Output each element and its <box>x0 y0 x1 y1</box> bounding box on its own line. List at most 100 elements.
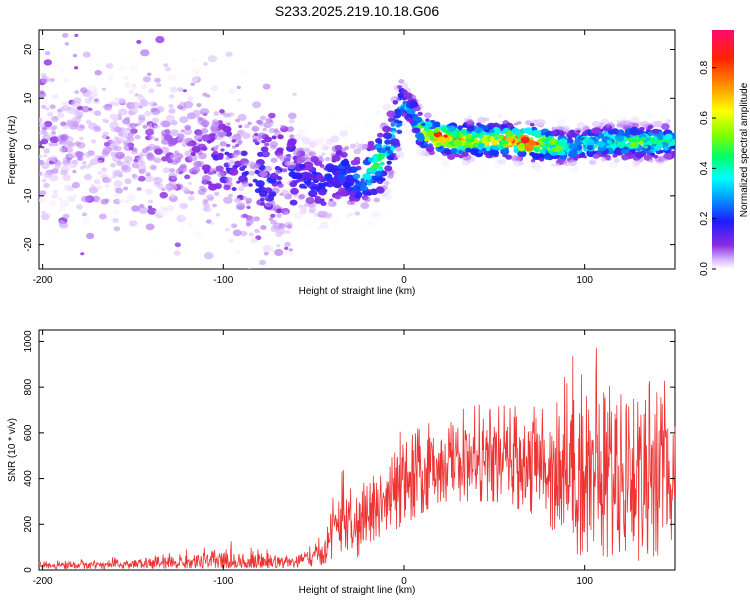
spectrogram-blob <box>41 178 47 183</box>
spectrogram-blob <box>502 111 508 117</box>
spectrogram-blob <box>156 82 162 88</box>
spectrogram-blob <box>514 156 522 162</box>
spectrogram-blob <box>225 143 231 148</box>
spectrogram-blob <box>263 251 269 256</box>
spectrogram-blob <box>647 125 653 130</box>
spectrogram-blob <box>355 180 360 184</box>
spectrogram-blob <box>324 173 333 180</box>
spectrogram-blob <box>62 105 70 111</box>
spectrogram-blob <box>191 156 198 161</box>
spectrogram-blob <box>451 153 456 156</box>
spectrogram-blob <box>259 115 267 121</box>
spectrogram-blob <box>330 135 340 143</box>
spectrogram-blob <box>227 88 236 94</box>
spectrogram-blob <box>391 130 396 134</box>
spectrogram-blob <box>159 191 168 199</box>
spectrogram-blob <box>48 199 58 207</box>
spectrogram-blob <box>168 108 176 114</box>
spectrogram-blob <box>111 174 117 179</box>
spectrogram-blob <box>204 199 209 203</box>
spectrogram-blob <box>39 117 42 121</box>
spectrogram-blob <box>476 122 482 127</box>
spectrogram-blob <box>466 118 474 125</box>
spectrogram-blob <box>576 112 584 119</box>
spectrogram-blob <box>347 212 354 217</box>
spectrogram-blob <box>170 175 177 180</box>
spectrogram-blob <box>327 200 337 208</box>
spectrogram-blob <box>400 121 408 127</box>
spectrogram-blob <box>232 133 242 141</box>
spectrogram-blob <box>289 134 295 139</box>
spectrogram-blob <box>282 168 288 173</box>
spectrogram-blob <box>373 110 382 117</box>
spectrogram-blob <box>61 59 69 65</box>
spectrogram-blob <box>142 76 151 83</box>
spectrogram-blob <box>171 159 179 165</box>
spectrogram-blob <box>582 155 587 159</box>
spectrogram-blob <box>625 166 634 173</box>
spectrogram-blob <box>442 153 447 157</box>
spectrogram-blob <box>647 140 652 144</box>
spectrogram-blob <box>534 142 540 146</box>
spectrogram-blob <box>372 162 380 168</box>
spectrogram-blob <box>113 208 121 214</box>
spectrogram-blob <box>145 223 155 231</box>
spectrogram-blob <box>564 162 570 167</box>
spectrogram-blob <box>416 148 426 156</box>
spectrogram-blob <box>270 157 278 163</box>
spectrogram-blob <box>352 173 361 180</box>
snr-x-tick-label: -200 <box>33 576 53 587</box>
spectrogram-blob <box>366 167 373 173</box>
spectrogram-blob <box>607 129 616 135</box>
spectrogram-blob <box>145 172 151 177</box>
spectrogram-blob <box>196 277 205 284</box>
spectrogram-blob <box>592 153 600 159</box>
spectrogram-blob <box>81 105 90 113</box>
spectrogram-blob <box>39 171 43 177</box>
spectrogram-blob <box>461 151 469 157</box>
spectrogram-blob <box>215 165 224 172</box>
spectrogram-blob <box>163 63 169 68</box>
spectrogram-blob <box>158 52 166 58</box>
spectrogram-blob <box>77 157 82 161</box>
spectrogram-blob <box>43 120 53 128</box>
spectrogram-blob <box>40 213 50 221</box>
spectrogram-blob <box>458 133 464 138</box>
spectrogram-blob <box>189 190 195 195</box>
spectrogram-blob <box>611 134 616 138</box>
spectrogram-blob <box>103 9 112 16</box>
spectrogram-blob <box>421 156 426 161</box>
spectrogram-blob <box>206 140 212 144</box>
spectrogram-blob <box>79 124 85 129</box>
spectrogram-blob <box>90 139 97 144</box>
spectrogram-blob <box>452 139 463 147</box>
spectrogram-blob <box>201 134 212 142</box>
colorbar-tick-label: 0.2 <box>699 211 710 225</box>
spectrogram-blob <box>74 33 79 38</box>
spectrogram-blob <box>113 193 118 197</box>
spectrogram-blob <box>39 154 43 159</box>
spectrogram-blob <box>333 218 341 225</box>
spectrogram-x-tick-label: -100 <box>213 275 233 286</box>
spectrogram-blob <box>107 75 114 80</box>
spectrogram-blob <box>616 140 626 148</box>
spectrogram-blob <box>298 193 306 199</box>
spectrogram-blob <box>289 181 298 188</box>
spectrogram-blob <box>109 113 118 120</box>
spectrogram-blob <box>239 166 246 172</box>
spectrogram-blob <box>554 163 560 167</box>
spectrogram-blob <box>592 144 598 149</box>
spectrogram-blob <box>348 190 357 197</box>
spectrogram-blob <box>231 223 238 229</box>
spectrogram-blob <box>630 142 636 146</box>
spectrogram-blob <box>50 115 59 122</box>
spectrogram-blob <box>607 140 613 145</box>
spectrogram-blob <box>467 114 473 120</box>
spectrogram-blob <box>612 153 618 158</box>
spectrogram-blob <box>43 148 50 154</box>
spectrogram-blob <box>180 215 186 220</box>
spectrogram-blob <box>390 138 400 146</box>
spectrogram-blob <box>395 146 403 152</box>
spectrogram-blob <box>39 190 47 196</box>
spectrogram-blob <box>280 124 286 129</box>
